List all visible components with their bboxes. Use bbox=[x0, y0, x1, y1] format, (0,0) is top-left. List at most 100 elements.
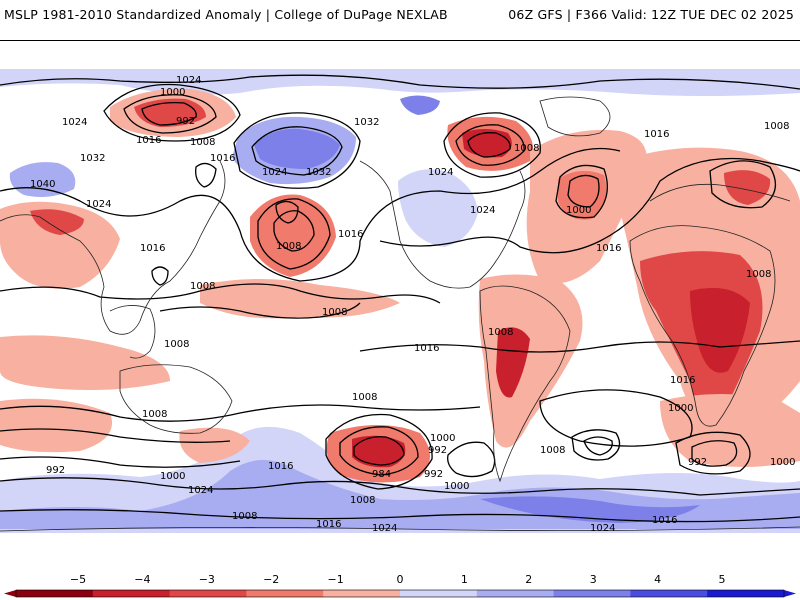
africa-core bbox=[690, 287, 750, 373]
colorbar-tick-label: −1 bbox=[327, 573, 343, 586]
south-indian-negative bbox=[0, 398, 112, 453]
colorbar-tick-label: 3 bbox=[590, 573, 597, 586]
north-pacific-low bbox=[250, 194, 336, 277]
contour-label: 1000 bbox=[668, 403, 693, 414]
isobar-1016-mid bbox=[379, 157, 800, 254]
contour-label: 1016 bbox=[644, 129, 669, 140]
isobar-siberia-1 bbox=[103, 83, 241, 142]
colorbar-swatch bbox=[553, 590, 631, 597]
contour-label: 1040 bbox=[30, 179, 55, 190]
isobar-low-690 bbox=[675, 431, 751, 475]
contour-label: 1000 bbox=[160, 471, 185, 482]
colorbar-tick-label: −4 bbox=[134, 573, 150, 586]
coast-asia bbox=[0, 160, 226, 335]
arctic-positive-band bbox=[0, 69, 800, 96]
colorbar-max-arrow bbox=[784, 590, 796, 597]
contour-label: 1008 bbox=[352, 392, 377, 403]
isobar-south-pacific-low-3 bbox=[353, 436, 405, 466]
isobar-pacific-high bbox=[233, 112, 361, 189]
isobar-small-160 bbox=[151, 266, 169, 286]
contour-label: 1016 bbox=[140, 243, 165, 254]
contour-label: 1024 bbox=[62, 117, 87, 128]
colorbar-tick-label: 4 bbox=[654, 573, 661, 586]
isobar-siberia-2 bbox=[123, 94, 217, 134]
contour-label: 1032 bbox=[306, 167, 331, 178]
coast-south-america bbox=[479, 285, 571, 483]
colorbar-swatch bbox=[246, 590, 324, 597]
contour-label: 1008 bbox=[764, 121, 789, 132]
isobar-1008-tropics bbox=[0, 283, 441, 304]
model-run-info: 06Z GFS | F366 Valid: 12Z TUE DEC 02 202… bbox=[508, 7, 794, 22]
contour-label: 1024 bbox=[372, 523, 397, 534]
isobar-1016-antarctic bbox=[0, 477, 800, 496]
isobar-contours bbox=[0, 74, 800, 523]
coast-indochina bbox=[109, 305, 156, 359]
contour-label: 1000 bbox=[566, 205, 591, 216]
contour-label: 1016 bbox=[316, 519, 341, 530]
colorbar-tick-label: 2 bbox=[525, 573, 532, 586]
colorbar-swatch bbox=[92, 590, 171, 597]
contour-label: 1016 bbox=[268, 461, 293, 472]
colorbar-swatch bbox=[630, 590, 708, 597]
isobar-europe bbox=[709, 160, 777, 209]
north-america-positive bbox=[398, 169, 478, 247]
colorbar-min-arrow bbox=[4, 590, 16, 597]
contour-labels: 1024 1000 992 1016 1008 1032 1024 1040 1… bbox=[30, 75, 795, 534]
contour-label: 1016 bbox=[652, 515, 677, 526]
contour-label: 1016 bbox=[136, 135, 161, 146]
contour-label: 992 bbox=[424, 469, 443, 480]
south-pacific-low-core bbox=[352, 435, 406, 468]
south-america-strong bbox=[496, 327, 530, 398]
contour-label: 1000 bbox=[160, 87, 185, 98]
colorbar-outline bbox=[15, 589, 785, 598]
contour-label: 1008 bbox=[164, 339, 189, 350]
isobar-south-pacific-low-1 bbox=[325, 413, 433, 490]
colorbar-tick-label: 1 bbox=[461, 573, 468, 586]
coast-north-america bbox=[359, 160, 526, 289]
asia-negative bbox=[0, 201, 120, 289]
colorbar-tick-label: 0 bbox=[397, 573, 404, 586]
contour-label: 1008 bbox=[276, 241, 301, 252]
coast-antarctica bbox=[0, 526, 800, 532]
isobar-atlantic-low-592 bbox=[555, 164, 608, 219]
coast-greenland bbox=[539, 96, 611, 137]
isobar-1008-south bbox=[0, 404, 481, 422]
contour-label: 1024 bbox=[188, 485, 213, 496]
isobar-1016-equatorial bbox=[359, 340, 800, 353]
coastlines bbox=[0, 96, 800, 532]
indian-ocean-negative bbox=[0, 335, 170, 390]
south-america-negative bbox=[478, 274, 583, 448]
europe-low bbox=[724, 170, 771, 205]
colorbar-swatch bbox=[476, 590, 555, 597]
contour-label: 1024 bbox=[176, 75, 201, 86]
contour-label: 1008 bbox=[190, 137, 215, 148]
colorbar-tick-label: 5 bbox=[719, 573, 726, 586]
asia-negative-core bbox=[30, 209, 84, 235]
contour-label: 992 bbox=[176, 116, 195, 127]
colorbar-swatch bbox=[169, 590, 247, 597]
contour-label: 1024 bbox=[428, 167, 453, 178]
isobar-low-440 bbox=[447, 441, 496, 478]
colorbar-tick-label: −3 bbox=[199, 573, 215, 586]
isobar-1000-south bbox=[0, 428, 231, 443]
contour-label: 1008 bbox=[142, 409, 167, 420]
contour-label: 1024 bbox=[86, 199, 111, 210]
colorbar-swatches bbox=[4, 589, 796, 598]
isobar-low-690-2 bbox=[691, 440, 738, 467]
colorbar-ticks: −5 −4 −3 −2 −1 0 1 2 3 4 5 bbox=[70, 573, 726, 586]
contour-label: 1032 bbox=[354, 117, 379, 128]
contour-label: 1008 bbox=[488, 327, 513, 338]
colorbar-swatch bbox=[707, 590, 785, 597]
isobar-low-580 bbox=[571, 429, 621, 461]
north-pacific-positive-core bbox=[254, 128, 340, 169]
isobar-992-south bbox=[0, 456, 241, 468]
contour-label: 984 bbox=[372, 469, 391, 480]
mid-pacific-negative bbox=[179, 427, 250, 463]
baffin-positive bbox=[400, 95, 440, 115]
isobar-1008-west-pacific bbox=[159, 302, 361, 319]
colorbar-swatch bbox=[323, 590, 401, 597]
isobar-atlantic-low-592-2 bbox=[567, 174, 600, 208]
contour-label: 1016 bbox=[210, 153, 235, 164]
south-atlantic-negative bbox=[660, 394, 800, 467]
contour-label: 1024 bbox=[262, 167, 287, 178]
